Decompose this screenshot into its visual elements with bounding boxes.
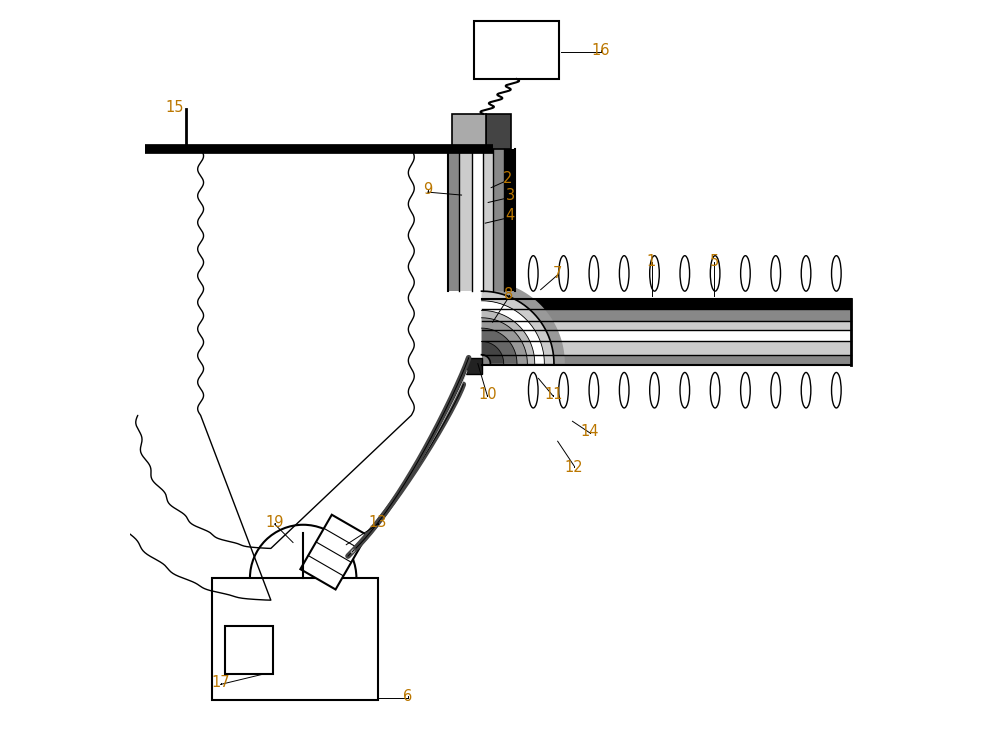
Ellipse shape bbox=[528, 256, 538, 291]
Ellipse shape bbox=[650, 256, 659, 291]
Text: 15: 15 bbox=[165, 99, 184, 114]
Text: 7: 7 bbox=[553, 266, 562, 281]
Polygon shape bbox=[482, 291, 554, 364]
Ellipse shape bbox=[801, 256, 811, 291]
Ellipse shape bbox=[801, 372, 811, 408]
Polygon shape bbox=[482, 318, 527, 364]
Bar bbox=[486, 114, 511, 149]
Text: 16: 16 bbox=[591, 43, 610, 58]
Text: 12: 12 bbox=[565, 459, 583, 475]
Bar bbox=[225, 626, 273, 674]
Bar bbox=[452, 114, 486, 149]
Polygon shape bbox=[482, 310, 535, 364]
Ellipse shape bbox=[741, 256, 750, 291]
Ellipse shape bbox=[619, 372, 629, 408]
Text: 4: 4 bbox=[506, 209, 515, 223]
Ellipse shape bbox=[589, 372, 599, 408]
Ellipse shape bbox=[832, 256, 841, 291]
Ellipse shape bbox=[619, 256, 629, 291]
Polygon shape bbox=[482, 341, 504, 364]
Ellipse shape bbox=[680, 256, 690, 291]
Text: 1: 1 bbox=[647, 254, 656, 269]
Ellipse shape bbox=[650, 372, 659, 408]
Bar bbox=[212, 578, 378, 700]
Polygon shape bbox=[300, 515, 367, 589]
Ellipse shape bbox=[741, 372, 750, 408]
Ellipse shape bbox=[710, 372, 720, 408]
Text: 17: 17 bbox=[211, 675, 230, 691]
Text: 14: 14 bbox=[581, 424, 599, 439]
Ellipse shape bbox=[771, 256, 781, 291]
Ellipse shape bbox=[589, 256, 599, 291]
Text: 13: 13 bbox=[369, 515, 387, 530]
Ellipse shape bbox=[680, 372, 690, 408]
Text: 10: 10 bbox=[478, 387, 497, 402]
Ellipse shape bbox=[559, 372, 568, 408]
Text: 5: 5 bbox=[710, 254, 719, 269]
Text: 3: 3 bbox=[506, 188, 515, 203]
Text: 9: 9 bbox=[423, 183, 432, 197]
Ellipse shape bbox=[559, 256, 568, 291]
Ellipse shape bbox=[710, 256, 720, 291]
Ellipse shape bbox=[832, 372, 841, 408]
Ellipse shape bbox=[528, 372, 538, 408]
Text: 2: 2 bbox=[503, 171, 512, 186]
Bar bbox=[466, 358, 482, 374]
Ellipse shape bbox=[771, 372, 781, 408]
Polygon shape bbox=[482, 301, 544, 364]
Polygon shape bbox=[482, 280, 565, 364]
Text: 8: 8 bbox=[504, 287, 513, 302]
Text: 11: 11 bbox=[544, 387, 562, 402]
Text: 6: 6 bbox=[403, 689, 412, 703]
Text: 19: 19 bbox=[265, 515, 284, 530]
Polygon shape bbox=[482, 328, 517, 364]
Bar bbox=[474, 22, 559, 79]
